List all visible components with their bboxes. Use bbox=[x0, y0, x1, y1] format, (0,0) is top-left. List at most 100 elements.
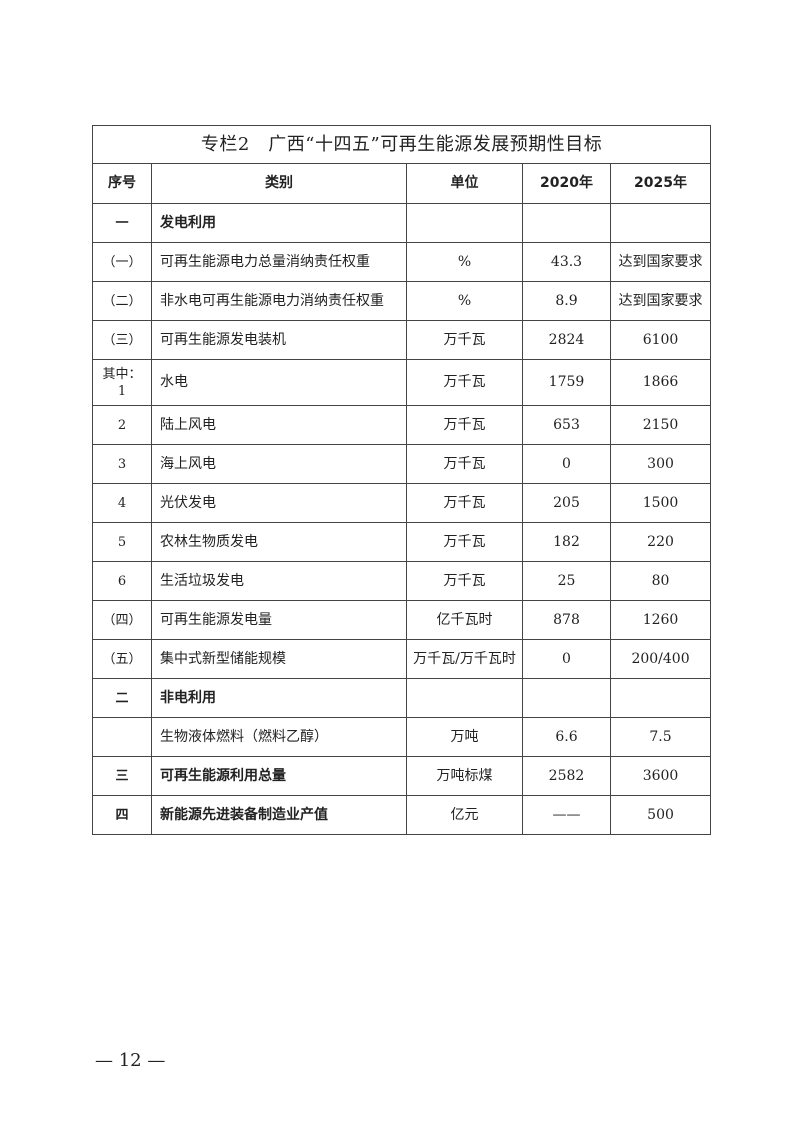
row-category: 海上风电 bbox=[151, 444, 407, 484]
row-number: （四） bbox=[92, 600, 152, 640]
row-value-2025: 200/400 bbox=[609, 639, 712, 679]
table-row: 生物液体燃料（燃料乙醇） 万吨 6.6 7.5 bbox=[92, 717, 712, 757]
row-category: 非电利用 bbox=[151, 678, 407, 718]
row-category: 可再生能源发电量 bbox=[151, 600, 407, 640]
table-row: 一发电利用 bbox=[92, 203, 712, 243]
row-unit: 万千瓦 bbox=[406, 320, 523, 360]
row-value-2025: 300 bbox=[609, 444, 712, 484]
table-row: 其中： 1 水电 万千瓦 1759 1866 bbox=[92, 359, 712, 406]
table-row: （四） 可再生能源发电量 亿千瓦时 878 1260 bbox=[92, 600, 712, 640]
row-value-2025: 1866 bbox=[609, 359, 712, 406]
row-number: 6 bbox=[92, 561, 152, 601]
row-number: （三） bbox=[92, 320, 152, 360]
table-row: 4 光伏发电 万千瓦 205 1500 bbox=[92, 483, 712, 523]
row-value-2025: 6100 bbox=[609, 320, 712, 360]
row-unit: 亿元 bbox=[406, 795, 523, 835]
row-value-2025: 3600 bbox=[609, 756, 712, 796]
table-row: 5 农林生物质发电 万千瓦 182 220 bbox=[92, 522, 712, 562]
header-unit: 单位 bbox=[406, 163, 523, 204]
row-category: 农林生物质发电 bbox=[151, 522, 407, 562]
row-value-2025: 80 bbox=[609, 561, 712, 601]
row-value-2025: 达到国家要求 bbox=[609, 242, 712, 282]
row-category: 可再生能源发电装机 bbox=[151, 320, 407, 360]
row-unit bbox=[406, 678, 523, 718]
table-row: 四新能源先进装备制造业产值 亿元 —— 500 bbox=[92, 795, 712, 835]
row-value-2020: 653 bbox=[522, 405, 611, 445]
row-value-2020: 6.6 bbox=[522, 717, 611, 757]
header-2025: 2025年 bbox=[609, 163, 712, 204]
table-title-row: 专栏2 广西“十四五”可再生能源发展预期性目标 bbox=[91, 125, 712, 164]
row-number: 二 bbox=[92, 678, 152, 718]
row-unit: % bbox=[406, 281, 523, 321]
row-unit: 亿千瓦时 bbox=[406, 600, 523, 640]
row-unit: 万千瓦 bbox=[406, 444, 523, 484]
row-category: 生活垃圾发电 bbox=[151, 561, 407, 601]
row-unit: 万千瓦 bbox=[406, 561, 523, 601]
row-value-2020: 43.3 bbox=[522, 242, 611, 282]
table-row: 三可再生能源利用总量 万吨标煤 2582 3600 bbox=[92, 756, 712, 796]
row-unit: 万千瓦 bbox=[406, 405, 523, 445]
row-value-2020: 182 bbox=[522, 522, 611, 562]
table-row: （三） 可再生能源发电装机 万千瓦 2824 6100 bbox=[92, 320, 712, 360]
header-2020: 2020年 bbox=[522, 163, 611, 204]
row-unit: 万吨标煤 bbox=[406, 756, 523, 796]
table-row: 3 海上风电 万千瓦 0 300 bbox=[92, 444, 712, 484]
row-value-2020: 2824 bbox=[522, 320, 611, 360]
row-unit: 万千瓦/万千瓦时 bbox=[406, 639, 523, 679]
row-value-2025: 7.5 bbox=[609, 717, 712, 757]
row-number: 三 bbox=[92, 756, 152, 796]
row-category: 发电利用 bbox=[151, 203, 407, 243]
row-value-2025 bbox=[609, 678, 712, 718]
table-header-row: 序号 类别 单位 2020年 2025年 bbox=[92, 163, 712, 204]
table-title: 专栏2 广西“十四五”可再生能源发展预期性目标 bbox=[91, 125, 712, 164]
renewable-energy-targets-table: 专栏2 广西“十四五”可再生能源发展预期性目标 序号 类别 单位 2020年 2… bbox=[91, 125, 712, 835]
row-unit: 万吨 bbox=[406, 717, 523, 757]
table-row: 二非电利用 bbox=[92, 678, 712, 718]
row-value-2025: 500 bbox=[609, 795, 712, 835]
row-value-2020: 205 bbox=[522, 483, 611, 523]
row-number: （一） bbox=[92, 242, 152, 282]
page-number: — 12 — bbox=[95, 1050, 166, 1071]
header-category: 类别 bbox=[151, 163, 407, 204]
row-category: 陆上风电 bbox=[151, 405, 407, 445]
row-category: 集中式新型储能规模 bbox=[151, 639, 407, 679]
row-number bbox=[92, 717, 152, 757]
row-value-2020: 0 bbox=[522, 639, 611, 679]
row-value-2020: —— bbox=[522, 795, 611, 835]
row-unit: 万千瓦 bbox=[406, 483, 523, 523]
row-value-2025: 220 bbox=[609, 522, 712, 562]
row-category: 可再生能源电力总量消纳责任权重 bbox=[151, 242, 407, 282]
row-number: 四 bbox=[92, 795, 152, 835]
row-number: （五） bbox=[92, 639, 152, 679]
row-value-2020 bbox=[522, 678, 611, 718]
row-value-2020: 2582 bbox=[522, 756, 611, 796]
row-value-2020: 8.9 bbox=[522, 281, 611, 321]
row-unit bbox=[406, 203, 523, 243]
row-number: 4 bbox=[92, 483, 152, 523]
row-category: 可再生能源利用总量 bbox=[151, 756, 407, 796]
row-number: 其中： 1 bbox=[92, 359, 152, 406]
table-row: 2 陆上风电 万千瓦 653 2150 bbox=[92, 405, 712, 445]
row-value-2025: 达到国家要求 bbox=[609, 281, 712, 321]
row-value-2020: 25 bbox=[522, 561, 611, 601]
table-row: （一） 可再生能源电力总量消纳责任权重% 43.3 达到国家要求 bbox=[92, 242, 712, 282]
row-category: 光伏发电 bbox=[151, 483, 407, 523]
row-category: 新能源先进装备制造业产值 bbox=[151, 795, 407, 835]
row-value-2020 bbox=[522, 203, 611, 243]
table-row: 6 生活垃圾发电 万千瓦 25 80 bbox=[92, 561, 712, 601]
row-value-2025: 1260 bbox=[609, 600, 712, 640]
row-value-2025: 1500 bbox=[609, 483, 712, 523]
row-value-2020: 0 bbox=[522, 444, 611, 484]
row-category: 非水电可再生能源电力消纳责任权重 bbox=[151, 281, 407, 321]
row-category: 生物液体燃料（燃料乙醇） bbox=[151, 717, 407, 757]
row-value-2020: 878 bbox=[522, 600, 611, 640]
row-value-2025: 2150 bbox=[609, 405, 712, 445]
row-category: 水电 bbox=[151, 359, 407, 406]
table-row: （二） 非水电可再生能源电力消纳责任权重% 8.9 达到国家要求 bbox=[92, 281, 712, 321]
row-unit: 万千瓦 bbox=[406, 359, 523, 406]
row-number: 3 bbox=[92, 444, 152, 484]
row-value-2025 bbox=[609, 203, 712, 243]
table-row: （五） 集中式新型储能规模 万千瓦/万千瓦时 0 200/400 bbox=[92, 639, 712, 679]
row-number: 2 bbox=[92, 405, 152, 445]
row-unit: % bbox=[406, 242, 523, 282]
